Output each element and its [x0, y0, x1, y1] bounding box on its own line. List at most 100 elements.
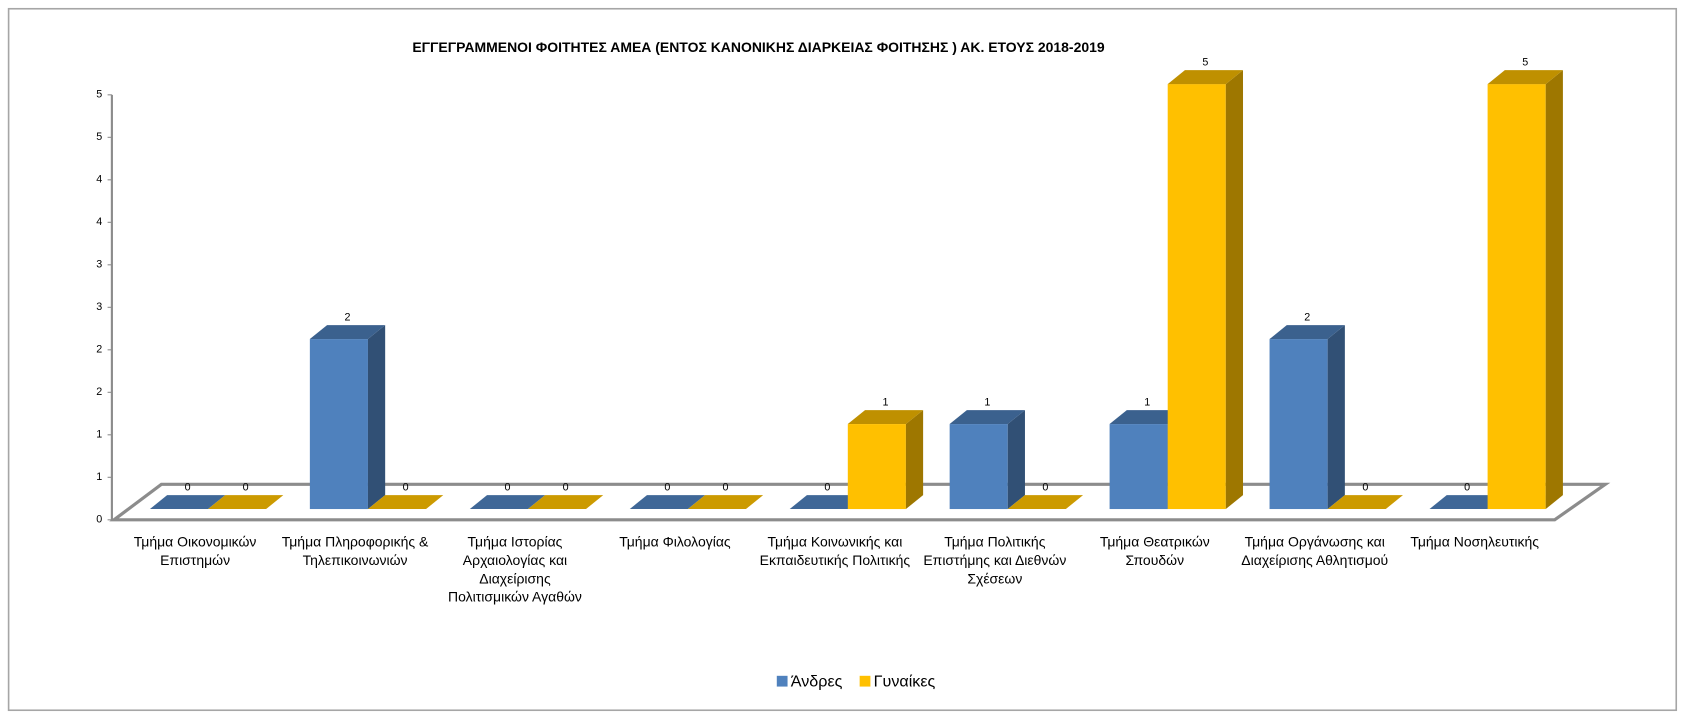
bar-top	[309, 325, 386, 340]
x-tick-label: Τμήμα Κοινωνικής και Εκπαιδευτικής Πολιτ…	[759, 533, 911, 569]
legend-swatch	[859, 675, 871, 687]
bar-side	[1327, 325, 1345, 510]
bar-side	[367, 325, 386, 510]
value-label: 0	[1362, 481, 1368, 493]
x-tick-label: Τμήμα Πολιτικής Επιστήμης και Διεθνών Σχ…	[923, 533, 1067, 587]
y-tick-label: 2	[96, 344, 102, 356]
value-label: 0	[664, 481, 670, 493]
x-tick-label-box: Τμήμα Φιλολογίας	[619, 533, 731, 550]
bar	[309, 325, 386, 510]
bar-top	[687, 495, 764, 510]
value-label: 5	[1202, 56, 1208, 68]
bar-front	[1109, 424, 1168, 510]
y-tick-label: 3	[96, 301, 102, 313]
bar-top	[1007, 495, 1084, 510]
value-label: 0	[723, 481, 729, 493]
bar-front	[1269, 339, 1328, 510]
x-tick-label: Τμήμα Πληροφορικής & Τηλεπικοινωνιών	[281, 533, 429, 569]
chart-border	[7, 7, 1678, 712]
y-tick-label: 3	[96, 259, 102, 271]
bar	[1007, 495, 1084, 510]
bar-top	[149, 495, 226, 510]
bar-top	[1487, 70, 1563, 85]
value-label: 1	[984, 396, 990, 408]
bar-side	[1007, 410, 1025, 510]
x-tick-label-box: Τμήμα Πολιτικής Επιστήμης και Διεθνών Σχ…	[923, 533, 1067, 587]
bar-front	[847, 424, 906, 510]
bar-front	[309, 339, 368, 510]
x-tick-label: Τμήμα Οικονομικών Επιστημών	[133, 533, 257, 569]
chart-title: ΕΓΓΕΓΡΑΜΜΕΝΟΙ ΦΟΙΤΗΤΕΣ ΑΜΕΑ (ΕΝΤΟΣ ΚΑΝΟΝ…	[412, 39, 1105, 55]
bar-front	[1167, 84, 1226, 510]
x-tick-label: Τμήμα Ιστορίας Αρχαιολογίας και Διαχείρι…	[448, 533, 582, 605]
bar	[687, 495, 764, 510]
y-tick-label: 5	[96, 89, 102, 101]
y-tick-label: 1	[96, 471, 102, 483]
x-tick-label-box: Τμήμα Οργάνωσης και Διαχείρισης Αθλητισμ…	[1241, 533, 1389, 569]
bar-side	[1545, 70, 1563, 510]
bar	[208, 495, 284, 510]
bar	[1269, 325, 1345, 510]
bar	[1327, 495, 1403, 510]
bar-top	[847, 410, 924, 425]
bar-top	[1429, 495, 1505, 510]
value-label: 2	[345, 311, 351, 323]
bar-side	[905, 410, 924, 510]
bar	[149, 495, 226, 510]
x-tick-label: Τμήμα Νοσηλευτικής	[1410, 533, 1540, 550]
bar-top	[527, 495, 604, 510]
x-tick-label: Τμήμα Θεατρικών Σπουδών	[1099, 533, 1210, 569]
bar-top	[629, 495, 706, 510]
value-label: 0	[824, 481, 830, 493]
value-label: 0	[563, 481, 569, 493]
value-label: 1	[882, 396, 888, 408]
y-tick-label: 0	[96, 514, 102, 526]
x-tick-label: Τμήμα Φιλολογίας	[619, 533, 731, 550]
bar	[367, 495, 444, 510]
y-tick-label: 2	[96, 386, 102, 398]
bar	[629, 495, 706, 510]
bar-top	[469, 495, 546, 510]
bar-side	[1225, 70, 1244, 510]
value-label: 0	[1464, 481, 1470, 493]
x-tick-label-box: Τμήμα Πληροφορικής & Τηλεπικοινωνιών	[281, 533, 429, 569]
y-tick-label: 4	[96, 216, 102, 228]
value-label: 5	[1522, 56, 1528, 68]
value-label: 2	[1304, 311, 1310, 323]
bar-top	[1109, 410, 1185, 425]
bar	[1487, 70, 1563, 510]
bar-top	[1269, 325, 1345, 340]
x-tick-label-box: Τμήμα Θεατρικών Σπουδών	[1099, 533, 1210, 569]
bar	[949, 410, 1025, 510]
bar-top	[1327, 495, 1403, 510]
value-label: 0	[504, 481, 510, 493]
bar-front	[1487, 84, 1546, 510]
value-label: 0	[243, 481, 249, 493]
y-tick-label: 5	[96, 131, 102, 143]
bar	[469, 495, 546, 510]
x-tick-label-box: Τμήμα Νοσηλευτικής	[1410, 533, 1540, 550]
bar-front	[949, 424, 1008, 510]
legend-label: Άνδρες	[791, 673, 843, 691]
y-tick-label: 1	[96, 429, 102, 441]
value-label: 1	[1144, 396, 1150, 408]
x-tick-label-box: Τμήμα Οικονομικών Επιστημών	[133, 533, 257, 569]
bar	[1167, 70, 1244, 510]
legend-swatch	[776, 675, 788, 687]
bar	[1429, 495, 1505, 510]
y-tick-label: 4	[96, 174, 102, 186]
legend-label: Γυναίκες	[874, 673, 936, 691]
bar-top	[949, 410, 1025, 425]
value-label: 0	[1042, 481, 1048, 493]
bar	[789, 495, 866, 510]
value-label: 0	[403, 481, 409, 493]
x-tick-label-box: Τμήμα Κοινωνικής και Εκπαιδευτικής Πολιτ…	[759, 533, 911, 569]
bar-top	[367, 495, 444, 510]
x-tick-label: Τμήμα Οργάνωσης και Διαχείρισης Αθλητισμ…	[1241, 533, 1389, 569]
bar-top	[789, 495, 866, 510]
bar	[527, 495, 604, 510]
value-label: 0	[185, 481, 191, 493]
bar-top	[1167, 70, 1244, 85]
